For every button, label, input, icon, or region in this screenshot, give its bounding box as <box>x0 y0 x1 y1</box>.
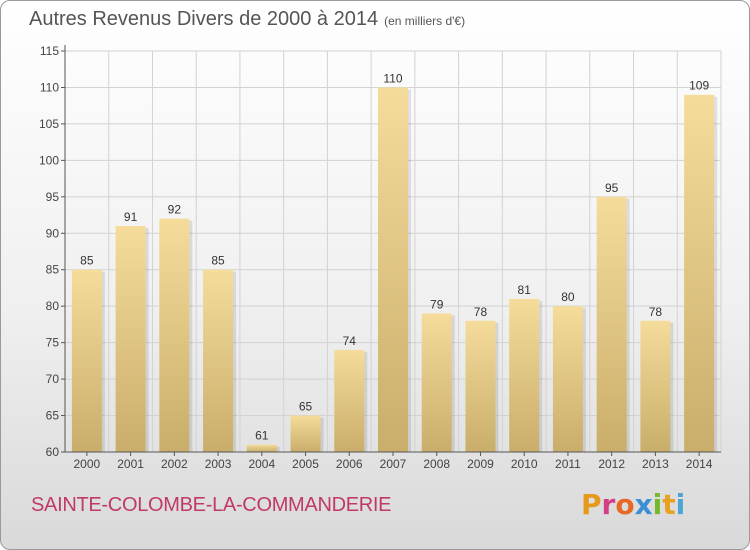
y-tick-label: 90 <box>46 226 60 240</box>
bar-value-label: 78 <box>474 305 488 319</box>
x-tick-label: 2003 <box>205 457 232 471</box>
y-tick-label: 100 <box>39 153 59 167</box>
x-tick-label: 2002 <box>161 457 188 471</box>
x-tick-label: 2001 <box>117 457 144 471</box>
x-tick-label: 2010 <box>511 457 538 471</box>
x-tick-label: 2014 <box>686 457 713 471</box>
chart-title: Autres Revenus Divers de 2000 à 2014 (en … <box>29 8 465 31</box>
bar <box>421 313 452 452</box>
logo-letter: i <box>652 488 663 521</box>
bar-value-label: 91 <box>124 210 138 224</box>
bar-value-label: 65 <box>299 400 313 414</box>
bar <box>509 298 540 452</box>
y-tick-label: 65 <box>46 409 60 423</box>
bar <box>71 269 102 452</box>
bar-chart: 85 91 92 85 61 65 74 110 79 78 81 80 95 78 109 60 65 70 7… <box>39 44 722 471</box>
x-tick-label: 2004 <box>248 457 275 471</box>
bar <box>203 269 234 452</box>
title-unit: (en milliers d'€) <box>384 14 466 28</box>
y-tick-label: 60 <box>46 445 60 459</box>
title-main: Autres Revenus Divers de 2000 à 2014 <box>29 8 379 30</box>
y-tick-label: 115 <box>40 44 59 58</box>
proxiti-logo: Proxiti <box>581 488 685 521</box>
bar <box>552 306 583 452</box>
bar <box>115 225 146 452</box>
y-tick-label: 110 <box>40 80 59 94</box>
bar-value-label: 80 <box>561 290 575 304</box>
bar <box>640 320 671 452</box>
commune-name: SAINTE-COLOMBE-LA-COMMANDERIE <box>31 494 392 516</box>
y-tick-label: 75 <box>46 336 60 350</box>
bar-value-label: 109 <box>689 79 709 93</box>
x-tick-label: 2005 <box>292 457 319 471</box>
bar-value-label: 74 <box>343 334 357 348</box>
bar-value-label: 110 <box>383 71 402 85</box>
y-tick-label: 85 <box>46 263 60 277</box>
bar <box>596 196 627 452</box>
bar-value-label: 78 <box>649 305 663 319</box>
logo-letter: i <box>675 488 686 521</box>
bar-value-label: 95 <box>605 181 619 195</box>
bars: 85 91 92 85 61 65 74 110 79 78 81 80 95 78 109 <box>71 71 718 453</box>
x-tick-label: 2012 <box>598 457 625 471</box>
x-tick-label: 2007 <box>380 457 407 471</box>
bar-value-label: 61 <box>255 429 269 443</box>
axes: 60 65 70 75 80 85 90 95 100 105 110 115 2000 2001 2002… <box>39 44 721 471</box>
bar-value-label: 81 <box>518 283 532 297</box>
x-tick-label: 2011 <box>555 457 581 471</box>
bar <box>684 94 715 452</box>
bar <box>334 349 365 452</box>
bar-value-label: 79 <box>430 297 444 311</box>
x-tick-label: 2006 <box>336 457 363 471</box>
x-tick-label: 2008 <box>423 457 450 471</box>
logo-letter: r <box>601 488 616 521</box>
y-tick-label: 80 <box>46 299 60 313</box>
logo-letter: o <box>615 488 635 521</box>
x-tick-label: 2000 <box>74 457 101 471</box>
y-tick-label: 70 <box>46 372 60 386</box>
logo-letter: t <box>662 488 676 521</box>
bar-value-label: 85 <box>211 254 225 268</box>
bar <box>290 415 321 452</box>
bar <box>246 444 277 452</box>
bar <box>159 218 190 452</box>
y-tick-label: 95 <box>46 190 60 204</box>
logo-letter: x <box>634 488 653 521</box>
bar-value-label: 85 <box>80 254 94 268</box>
x-tick-label: 2013 <box>642 457 669 471</box>
x-tick-label: 2009 <box>467 457 494 471</box>
logo-letter: P <box>581 488 602 521</box>
y-tick-label: 105 <box>39 117 59 131</box>
bar-value-label: 92 <box>168 203 182 217</box>
bar <box>378 87 408 453</box>
bar <box>465 320 496 452</box>
